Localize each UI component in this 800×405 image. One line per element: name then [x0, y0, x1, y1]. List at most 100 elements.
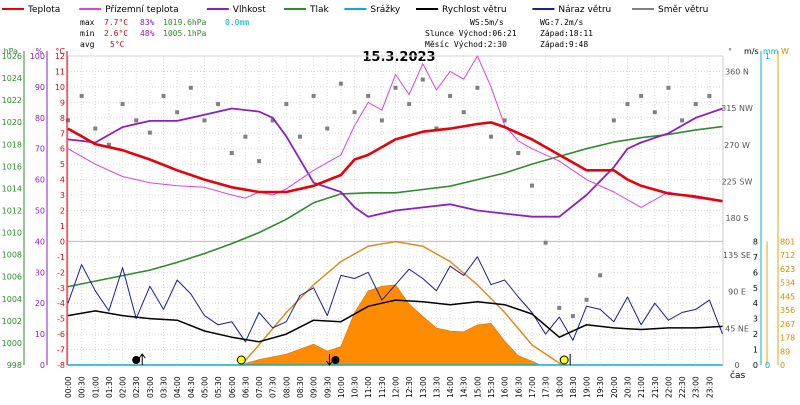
stats-block: max 7.7°C 83% 1019.6hPa 0.0mm min 2.6°C … [80, 18, 593, 49]
wind-dir-point [366, 93, 371, 98]
wind-dir-tick-label: 45 NE [725, 324, 749, 333]
stats-wg: WG:7.2m/s [540, 18, 584, 27]
wind-speed-line [67, 299, 723, 343]
x-tick-label: 01:30 [105, 376, 114, 398]
temperature-tick-label: 10 [55, 83, 65, 92]
wind-dir-point [175, 110, 180, 115]
pressure-tick-label: 1020 [2, 118, 22, 127]
temperature-tick-label: -4 [57, 299, 65, 308]
wind-dir-point [448, 93, 453, 98]
x-tick-label: 14:30 [460, 376, 469, 398]
x-tick-label: 09:30 [323, 376, 332, 398]
pressure-tick-label: 1026 [2, 52, 22, 61]
axes-layer: 9981000100210041006100810101012101410161… [2, 47, 796, 398]
x-tick-label: 08:00 [282, 376, 291, 398]
sunset-marker [559, 355, 569, 365]
wind-dir-point [393, 85, 398, 90]
x-tick-label: 14:00 [446, 376, 455, 398]
moonrise-arrow-icon [138, 353, 146, 365]
solar-tick-label: 178 [780, 334, 795, 343]
wind-dir-point [379, 118, 384, 123]
wind-dir-point [147, 130, 152, 135]
wind-dir-tick-label: 180 S [726, 214, 749, 223]
humidity-line [67, 107, 723, 218]
legend-label-3: Tlak [309, 5, 330, 15]
stats-max-press: 1019.6hPa [163, 18, 207, 27]
moonset-arrow-icon [326, 354, 333, 366]
wind-dir-point [216, 102, 221, 107]
wind-speed-tick-label: 4 [753, 299, 758, 308]
stats-sun-set: Západ:18:11 [540, 29, 593, 38]
wind-dir-point [120, 102, 125, 107]
wind-dir-point [598, 273, 603, 278]
stats-min-press: 1005.1hPa [163, 29, 207, 38]
x-tick-label: 22:30 [678, 376, 687, 398]
temperature-tick-label: -3 [57, 284, 65, 293]
x-tick-label: 07:30 [269, 376, 278, 398]
stats-max-hum: 83% [140, 18, 155, 27]
temperature-tick-label: 9 [60, 98, 65, 107]
temperature-tick-label: -7 [57, 346, 65, 355]
x-tick-label: 03:00 [146, 376, 155, 398]
wind-dir-point [188, 85, 193, 90]
wind-dir-point [461, 110, 466, 115]
x-tick-label: 09:00 [310, 376, 319, 398]
x-tick-label: 22:00 [664, 376, 673, 398]
ground-temp-line [67, 55, 723, 208]
temperature-tick-label: -5 [57, 315, 65, 324]
chart-title: 15.3.2023 [362, 50, 435, 65]
wind-dir-point [420, 77, 425, 82]
wind-dir-point [434, 126, 439, 131]
wind-dir-point [270, 118, 275, 123]
pressure-line [67, 125, 723, 288]
x-tick-label: 00:30 [78, 376, 87, 398]
x-tick-label: 11:30 [378, 376, 387, 398]
wind-dir-point [338, 81, 343, 86]
wind-dir-point [489, 134, 494, 139]
x-tick-label: 10:00 [337, 376, 346, 398]
stats-min-temp: 2.6°C [104, 29, 128, 38]
x-tick-label: 12:30 [405, 376, 414, 398]
stats-avg-label: avg [80, 40, 95, 49]
legend-label-6: Náraz větru [558, 5, 611, 15]
x-tick-label: 18:30 [569, 376, 578, 398]
x-tick-label: 06:30 [241, 376, 250, 398]
x-tick-label: 13:30 [432, 376, 441, 398]
wind-dir-point [557, 305, 562, 310]
pressure-tick-label: 1018 [2, 140, 22, 149]
wind-dir-point [407, 102, 412, 107]
wind-dir-tick-label: 135 SE [723, 251, 751, 260]
pressure-tick-label: 1008 [2, 251, 22, 260]
stats-avg-temp: 5°C [110, 40, 125, 49]
wind-dir-point [352, 110, 357, 115]
stats-sun: Slunce Východ:06:21 [425, 29, 517, 38]
temperature-tick-label: -2 [57, 268, 65, 277]
wind-dir-point [502, 118, 507, 123]
legend-label-1: Přízemní teplota [105, 5, 178, 15]
temperature-tick-label: 4 [60, 176, 65, 185]
stats-min-hum: 48% [140, 29, 155, 38]
pressure-axis-unit: hPa [4, 47, 19, 56]
rain-axis-unit: mm [763, 47, 779, 56]
stats-moon: Měsíc Východ:2:30 [425, 40, 507, 49]
pressure-tick-label: 1004 [2, 295, 22, 304]
x-tick-label: 23:00 [692, 376, 701, 398]
x-tick-label: 23:30 [705, 376, 714, 398]
temperature-tick-label: -6 [57, 330, 65, 339]
temperature-tick-label: 11 [55, 67, 65, 76]
wind-dir-point [570, 314, 575, 319]
x-tick-label: 17:30 [542, 376, 551, 398]
solar-radiation-layer [239, 240, 563, 366]
x-tick-label: 17:00 [528, 376, 537, 398]
pressure-tick-label: 998 [7, 361, 22, 370]
humidity-tick-label: 100 [30, 52, 45, 61]
legend-label-7: Směr větru [658, 5, 708, 15]
legend: Teplota Přízemní teplota Vlhkost Tlak Srážky… [2, 5, 708, 15]
x-tick-label: 03:30 [160, 376, 169, 398]
wind-dir-point [325, 126, 330, 131]
stats-ws: WS:5m/s [470, 18, 504, 27]
wind-dir-point [161, 93, 166, 98]
humidity-tick-label: 20 [35, 299, 45, 308]
wind-speed-tick-label: 1 [753, 346, 758, 355]
